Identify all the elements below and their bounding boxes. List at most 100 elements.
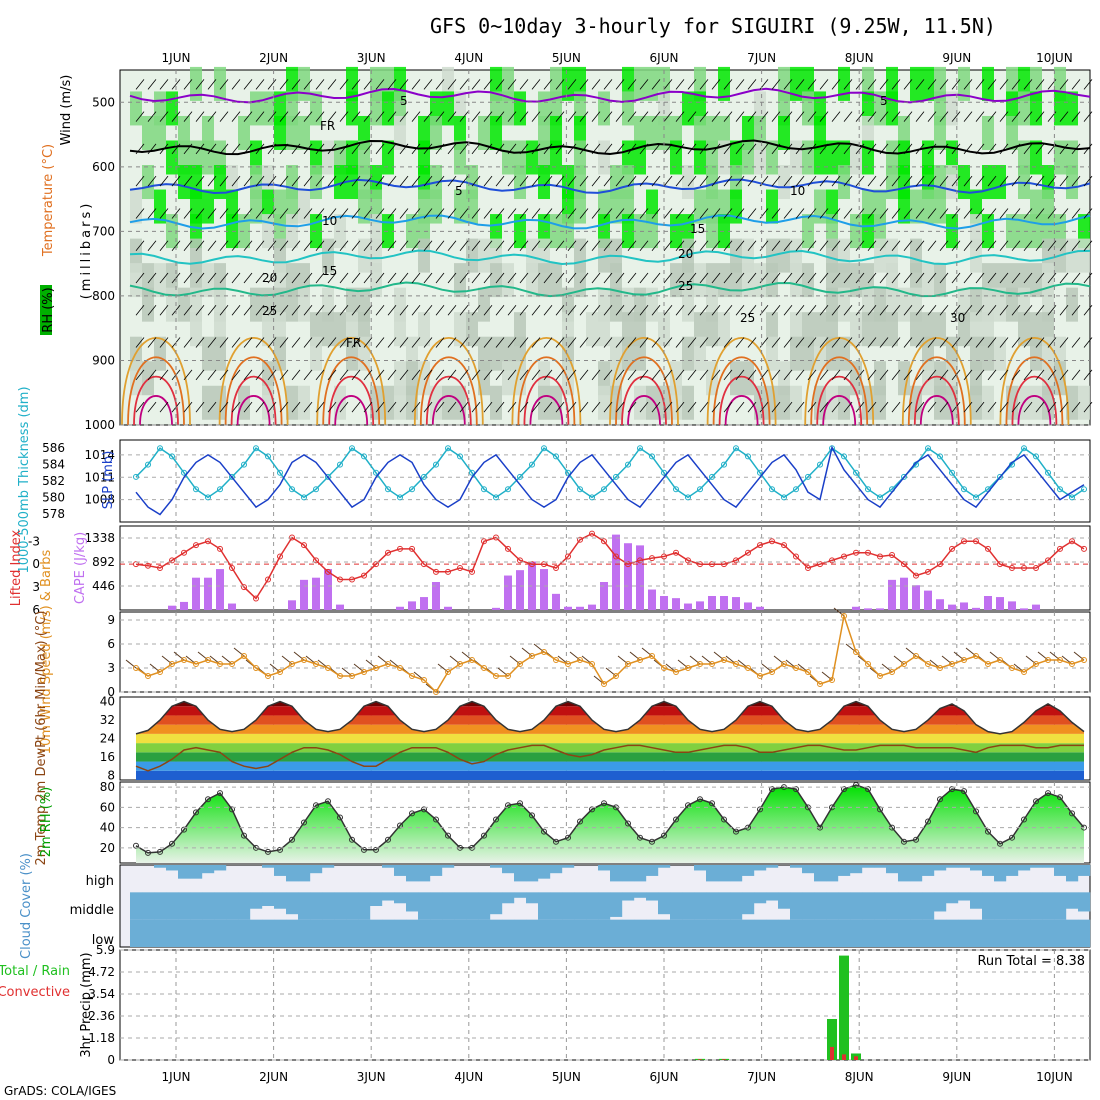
wind-barb	[279, 272, 289, 284]
rh-cell	[382, 91, 394, 126]
li-label: Lifted Index	[9, 529, 24, 606]
wind-barb	[711, 111, 721, 122]
wind-barb	[615, 401, 625, 413]
rh-cell	[466, 312, 478, 347]
wind-barb	[1035, 143, 1045, 155]
thickness-tick: 584	[42, 458, 65, 472]
thickness-line-point	[445, 445, 451, 452]
rh2m-line-point	[289, 836, 295, 843]
wind-barb	[747, 240, 757, 251]
cloud-cell-middle	[178, 892, 191, 920]
wind-barb	[939, 369, 949, 381]
rh-cell	[202, 385, 214, 420]
wind-barb	[795, 143, 805, 155]
cloud-cell-middle	[634, 892, 647, 898]
wind-barb	[963, 175, 973, 187]
wind-barb	[699, 175, 709, 187]
cloud-cell-low	[334, 919, 347, 947]
wind-barb	[447, 337, 457, 348]
cloud-cell-low	[1018, 919, 1031, 947]
wind-barb	[1071, 305, 1081, 316]
thickness-line-point	[493, 494, 499, 501]
wind-barb	[1035, 240, 1045, 251]
cloud-cell-middle	[1042, 892, 1055, 920]
rh-cell	[310, 91, 322, 126]
cape-bar	[1020, 608, 1028, 610]
cloud-cell-high	[190, 865, 203, 879]
slp-label: SLP (mb)	[101, 451, 116, 510]
wind-barb	[891, 305, 901, 316]
cloud-cell-middle	[454, 892, 467, 920]
rh-cell	[502, 140, 514, 175]
wind-barb	[243, 401, 253, 413]
precip-label: 3hr Precip (mm)	[79, 952, 94, 1057]
temp-contour-arch	[511, 336, 582, 426]
thickness-line-point	[481, 486, 487, 493]
cloud-cell-high	[742, 865, 755, 876]
wind-barb	[819, 208, 829, 219]
cape-bar	[756, 606, 764, 610]
cloud-cell-low	[610, 919, 623, 947]
cape-bar	[192, 577, 200, 610]
rh-cell	[178, 287, 190, 322]
rh2m-line-point	[1069, 810, 1075, 817]
wind-barb	[375, 240, 385, 251]
cloud-cell-low	[418, 919, 431, 947]
temp-contour-arch	[907, 356, 966, 426]
wind-barb	[495, 305, 505, 316]
wind-barb	[543, 337, 553, 348]
wind-barb	[699, 143, 709, 155]
wind-barb	[375, 175, 385, 187]
wind-barb	[531, 337, 541, 348]
wind-barb	[1059, 208, 1069, 219]
wind-barb	[267, 208, 277, 219]
wind-barb	[723, 369, 733, 381]
wind-barb	[459, 175, 469, 187]
cape-bar	[984, 596, 992, 610]
temp-contour-arch	[322, 356, 381, 426]
rh2m-line-point	[925, 818, 931, 825]
wind-barb	[651, 111, 661, 122]
wind-barb	[243, 369, 253, 381]
rh-cell	[838, 385, 850, 420]
cape-bar	[600, 582, 608, 610]
cloud-cell-high	[694, 865, 707, 871]
cloud-cell-middle	[826, 892, 839, 920]
wind-barb	[1071, 272, 1081, 284]
wind-barb	[219, 305, 229, 316]
wind10m-line-point	[181, 657, 187, 663]
wind-label: Wind (m/s)	[59, 75, 74, 146]
wind-barb	[663, 272, 673, 284]
cloud-cell-low	[298, 919, 311, 947]
wind10m-line-point	[493, 673, 499, 679]
rh2m-line-point	[241, 832, 247, 839]
li-line-point	[1057, 545, 1063, 552]
wind-barb	[351, 369, 361, 381]
wind-barb	[543, 369, 553, 381]
wind-barb	[807, 175, 817, 187]
wind-barb	[315, 240, 325, 251]
wind-barb	[339, 143, 349, 155]
wind-barb	[195, 240, 205, 251]
cape-bar	[708, 596, 716, 610]
wind-barb	[975, 143, 985, 155]
cloud-cell-high	[658, 865, 671, 868]
date-label-bottom: 5JUN	[552, 1070, 581, 1084]
wind-barb	[987, 401, 997, 413]
wind-barb	[735, 79, 745, 90]
cloud-cell-low	[982, 919, 995, 947]
wind-barb	[195, 337, 205, 348]
wind-barb	[591, 337, 601, 348]
wind-barb	[459, 369, 469, 381]
wind-barb	[255, 208, 265, 219]
wind-barb	[951, 208, 961, 219]
li-line-point	[277, 553, 283, 560]
wind-barb	[879, 208, 889, 219]
thickness-line-point	[133, 473, 139, 480]
cloud-cell-low	[550, 919, 563, 947]
wind-barb	[855, 305, 865, 316]
rh-cell	[934, 115, 946, 150]
wind-barb	[951, 272, 961, 284]
cape-bar	[648, 589, 656, 610]
rh-cell	[190, 66, 202, 101]
